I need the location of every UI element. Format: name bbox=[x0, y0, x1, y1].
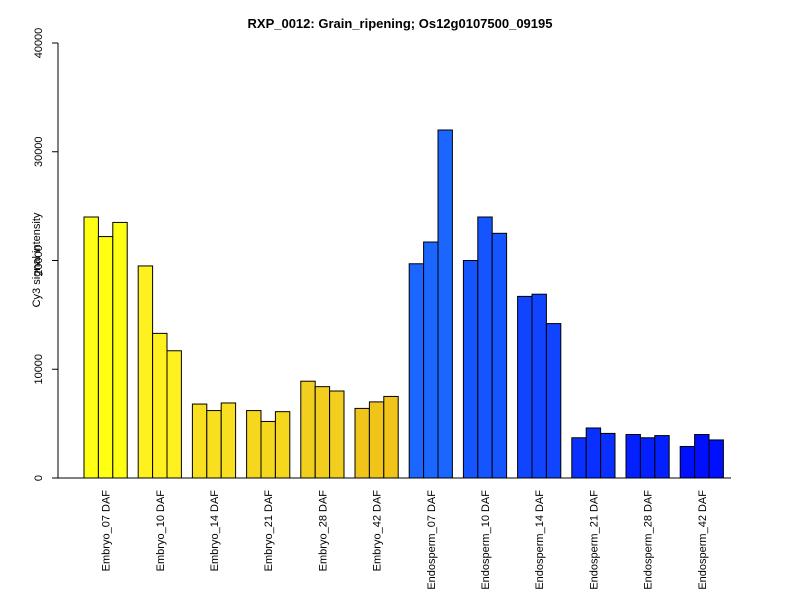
bar bbox=[246, 410, 262, 479]
bar bbox=[679, 445, 696, 479]
bar bbox=[625, 434, 641, 479]
bar bbox=[329, 390, 345, 479]
y-tick-label: 0 bbox=[33, 475, 45, 481]
bar bbox=[423, 241, 439, 479]
y-tick-label: 40000 bbox=[33, 28, 45, 59]
x-tick-label: Embryo_42 DAF bbox=[372, 490, 384, 572]
y-tick-label: 20000 bbox=[33, 245, 45, 276]
bar bbox=[274, 411, 291, 479]
bar bbox=[83, 216, 99, 479]
x-axis: Embryo_07 DAF Embryo_10 DAF Embryo_14 DAF E… bbox=[58, 477, 731, 590]
bar bbox=[383, 395, 399, 479]
bar bbox=[545, 323, 562, 479]
bar bbox=[314, 386, 331, 479]
bar bbox=[585, 427, 602, 479]
bar bbox=[97, 236, 114, 479]
bar bbox=[166, 350, 182, 479]
x-tick-label: Endosperm_14 DAF bbox=[534, 490, 546, 590]
x-tick-label: Embryo_14 DAF bbox=[209, 490, 221, 572]
x-tick-label: Endosperm_21 DAF bbox=[588, 490, 600, 590]
bar bbox=[600, 432, 616, 479]
bar bbox=[571, 437, 587, 479]
bar bbox=[137, 265, 154, 479]
bar bbox=[491, 232, 508, 479]
bar bbox=[654, 435, 670, 479]
bar bbox=[300, 380, 316, 479]
y-axis-label: Cy3 signal intensity bbox=[31, 212, 43, 307]
bar bbox=[477, 216, 493, 479]
bar bbox=[408, 263, 425, 479]
bar bbox=[206, 410, 222, 479]
x-tick-label: Embryo_28 DAF bbox=[317, 490, 329, 572]
bar bbox=[220, 402, 237, 479]
bar bbox=[354, 407, 370, 479]
bar bbox=[368, 401, 385, 479]
x-tick-label: Embryo_21 DAF bbox=[263, 490, 275, 572]
y-tick-label: 10000 bbox=[33, 354, 45, 385]
x-tick-label: Endosperm_28 DAF bbox=[643, 490, 655, 590]
bars bbox=[83, 129, 724, 479]
bar bbox=[437, 129, 453, 479]
chart-title: RXP_0012: Grain_ripening; Os12g0107500_0… bbox=[248, 16, 553, 31]
bar bbox=[531, 293, 547, 479]
x-tick-label: Endosperm_10 DAF bbox=[480, 490, 492, 590]
bar bbox=[152, 332, 168, 479]
bar bbox=[191, 403, 208, 479]
x-tick-label: Embryo_07 DAF bbox=[101, 490, 113, 572]
y-axis: 0 10000 20000 30000 40000 bbox=[33, 28, 59, 481]
bar bbox=[639, 437, 656, 479]
y-tick-label: 30000 bbox=[33, 136, 45, 167]
x-tick-label: Endosperm_42 DAF bbox=[697, 490, 709, 590]
x-tick-label: Embryo_10 DAF bbox=[155, 490, 167, 572]
bar bbox=[694, 434, 710, 479]
bar bbox=[260, 420, 276, 479]
bar bbox=[517, 295, 533, 479]
bar bbox=[112, 221, 128, 479]
bar bbox=[708, 439, 724, 479]
bar bbox=[462, 260, 479, 479]
x-tick-label: Endosperm_07 DAF bbox=[426, 490, 438, 590]
